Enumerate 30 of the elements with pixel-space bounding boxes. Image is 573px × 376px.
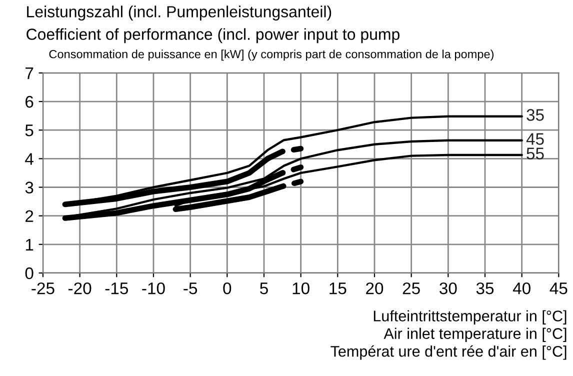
series-label: 55 xyxy=(526,148,544,160)
x-tick-label: 40 xyxy=(512,282,530,294)
x-tick-label: 45 xyxy=(550,282,568,294)
y-tick-label: 4 xyxy=(25,153,34,165)
series-label: 45 xyxy=(526,133,544,145)
y-tick-label: 6 xyxy=(26,96,34,108)
y-tick-label: 1 xyxy=(26,238,34,250)
x-axis-title: Lufteintrittstemperatur in [°C] Air inlet temperature in [°C] Températ ure d'ent rée d'air en [°C] xyxy=(330,310,566,360)
x-tick-label: -20 xyxy=(68,282,92,294)
chart-subtitle: Coefficient of performance (incl. power input to pump xyxy=(26,28,400,44)
x-tick-label: -10 xyxy=(142,282,165,294)
x-tick-label: -15 xyxy=(105,282,128,294)
series-label: 35 xyxy=(526,109,544,121)
x-tick-label: -5 xyxy=(184,282,198,294)
x-tick-label: 5 xyxy=(260,282,268,294)
x-tick-label: 25 xyxy=(402,282,420,294)
y-tick-label: 2 xyxy=(26,210,34,222)
x-tick-label: 10 xyxy=(292,282,310,294)
x-tick-label: 0 xyxy=(223,282,232,294)
x-tick-label: 15 xyxy=(330,282,346,294)
chart-title: Leistungszahl (incl. Pumpenleistungsanteil) xyxy=(27,6,332,21)
x-tick-label: 20 xyxy=(366,282,384,294)
x-tick-label: 30 xyxy=(440,282,457,294)
y-tick-label: 3 xyxy=(25,182,34,194)
y-tick-label: 5 xyxy=(25,124,34,136)
y-tick-label: 7 xyxy=(26,68,34,79)
x-tick-label: 35 xyxy=(476,282,494,294)
y-tick-label: 0 xyxy=(25,267,34,280)
text: Consommation de puissance en [kW] (y compris part de consommation de la pompe) xyxy=(49,50,494,61)
x-tick-label: -25 xyxy=(32,282,54,294)
